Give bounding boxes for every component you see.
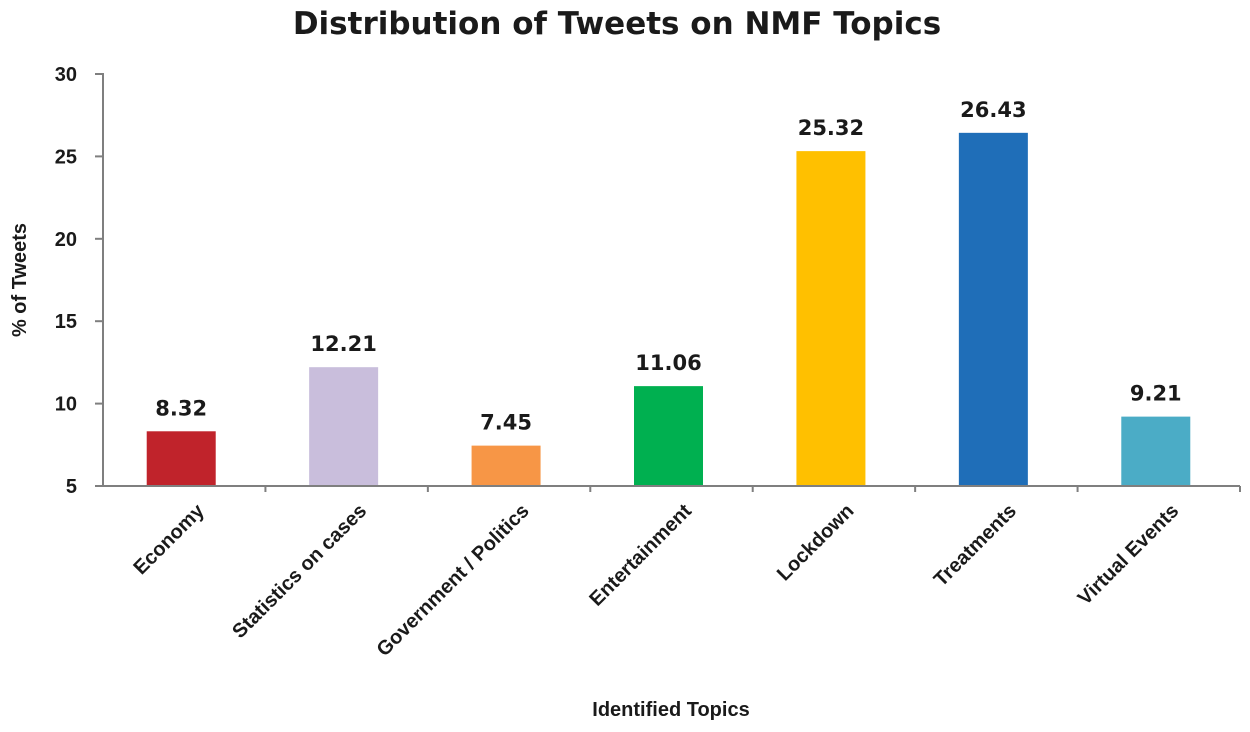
bar	[796, 151, 866, 486]
y-tick-label: 5	[66, 476, 77, 498]
bars	[146, 132, 1191, 486]
bar	[958, 132, 1028, 486]
y-tick-label: 20	[55, 229, 77, 251]
x-tick-label: Entertainment	[585, 500, 696, 611]
x-tick-label: Treatments	[930, 500, 1021, 591]
x-tick-label: Government / Politics	[373, 500, 534, 661]
x-tick-label: Economy	[130, 499, 210, 579]
bar	[146, 431, 216, 486]
data-label: 25.32	[798, 116, 864, 140]
data-label: 11.06	[635, 351, 701, 375]
data-label: 7.45	[480, 411, 532, 435]
bar	[309, 367, 379, 486]
y-tick-label: 25	[55, 146, 77, 168]
bar	[1121, 416, 1191, 486]
data-label: 9.21	[1130, 382, 1182, 406]
data-label: 12.21	[310, 332, 376, 356]
x-axis: Economy Statistics on cases Government / P…	[130, 486, 1241, 661]
x-tick-label: Lockdown	[773, 500, 858, 585]
x-axis-title: Identified Topics	[592, 699, 749, 721]
y-axis-title: % of Tweets	[9, 223, 31, 337]
data-label: 26.43	[960, 98, 1026, 122]
data-label: 8.32	[155, 396, 207, 420]
data-labels: 8.32 12.21 7.45 11.06 25.32 26.43 9.21	[155, 98, 1181, 435]
y-tick-label: 15	[55, 311, 77, 333]
y-tick-label: 10	[55, 394, 77, 416]
x-tick-label: Statistics on cases	[228, 500, 371, 643]
y-tick-label: 30	[55, 64, 77, 86]
x-tick-label: Virtual Events	[1074, 500, 1184, 610]
y-axis: 5 10 15 20 25 30	[55, 64, 103, 498]
bar	[634, 386, 703, 486]
bar	[471, 445, 541, 486]
chart-title: Distribution of Tweets on NMF Topics	[293, 6, 941, 42]
